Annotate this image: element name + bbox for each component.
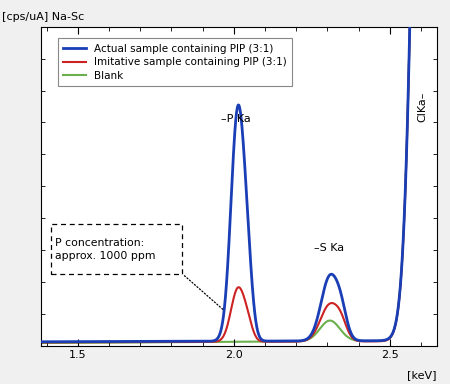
Imitative sample containing PIP (3:1) bbox=[204, 339, 210, 344]
Text: ClKa–: ClKa– bbox=[418, 91, 428, 122]
Text: P concentration:
approx. 1000 ppm: P concentration: approx. 1000 ppm bbox=[55, 238, 156, 261]
Blank bbox=[38, 341, 43, 345]
Blank bbox=[402, 206, 407, 211]
Line: Blank: Blank bbox=[40, 0, 436, 343]
Legend: Actual sample containing PIP (3:1), Imitative sample containing PIP (3:1), Blank: Actual sample containing PIP (3:1), Imit… bbox=[58, 38, 292, 86]
Text: –P Ka: –P Ka bbox=[220, 114, 250, 124]
Blank bbox=[207, 340, 213, 344]
Actual sample containing PIP (3:1) bbox=[402, 206, 407, 210]
Actual sample containing PIP (3:1) bbox=[207, 339, 213, 344]
Imitative sample containing PIP (3:1) bbox=[226, 318, 231, 323]
Text: [cps/uA] Na-Sc: [cps/uA] Na-Sc bbox=[2, 12, 85, 22]
Line: Imitative sample containing PIP (3:1): Imitative sample containing PIP (3:1) bbox=[40, 0, 436, 343]
Blank bbox=[226, 339, 231, 344]
Text: [keV]: [keV] bbox=[407, 370, 436, 380]
Imitative sample containing PIP (3:1) bbox=[38, 340, 43, 345]
Imitative sample containing PIP (3:1) bbox=[207, 339, 213, 344]
Actual sample containing PIP (3:1) bbox=[38, 339, 43, 344]
Imitative sample containing PIP (3:1) bbox=[325, 303, 331, 307]
Bar bbox=[51, 225, 182, 274]
Blank bbox=[325, 319, 331, 323]
Actual sample containing PIP (3:1) bbox=[204, 339, 210, 344]
Actual sample containing PIP (3:1) bbox=[325, 275, 331, 280]
Line: Actual sample containing PIP (3:1): Actual sample containing PIP (3:1) bbox=[40, 0, 436, 342]
Text: –S Ka: –S Ka bbox=[314, 243, 344, 253]
Blank bbox=[204, 340, 210, 344]
Imitative sample containing PIP (3:1) bbox=[402, 207, 407, 211]
Actual sample containing PIP (3:1) bbox=[226, 246, 231, 251]
